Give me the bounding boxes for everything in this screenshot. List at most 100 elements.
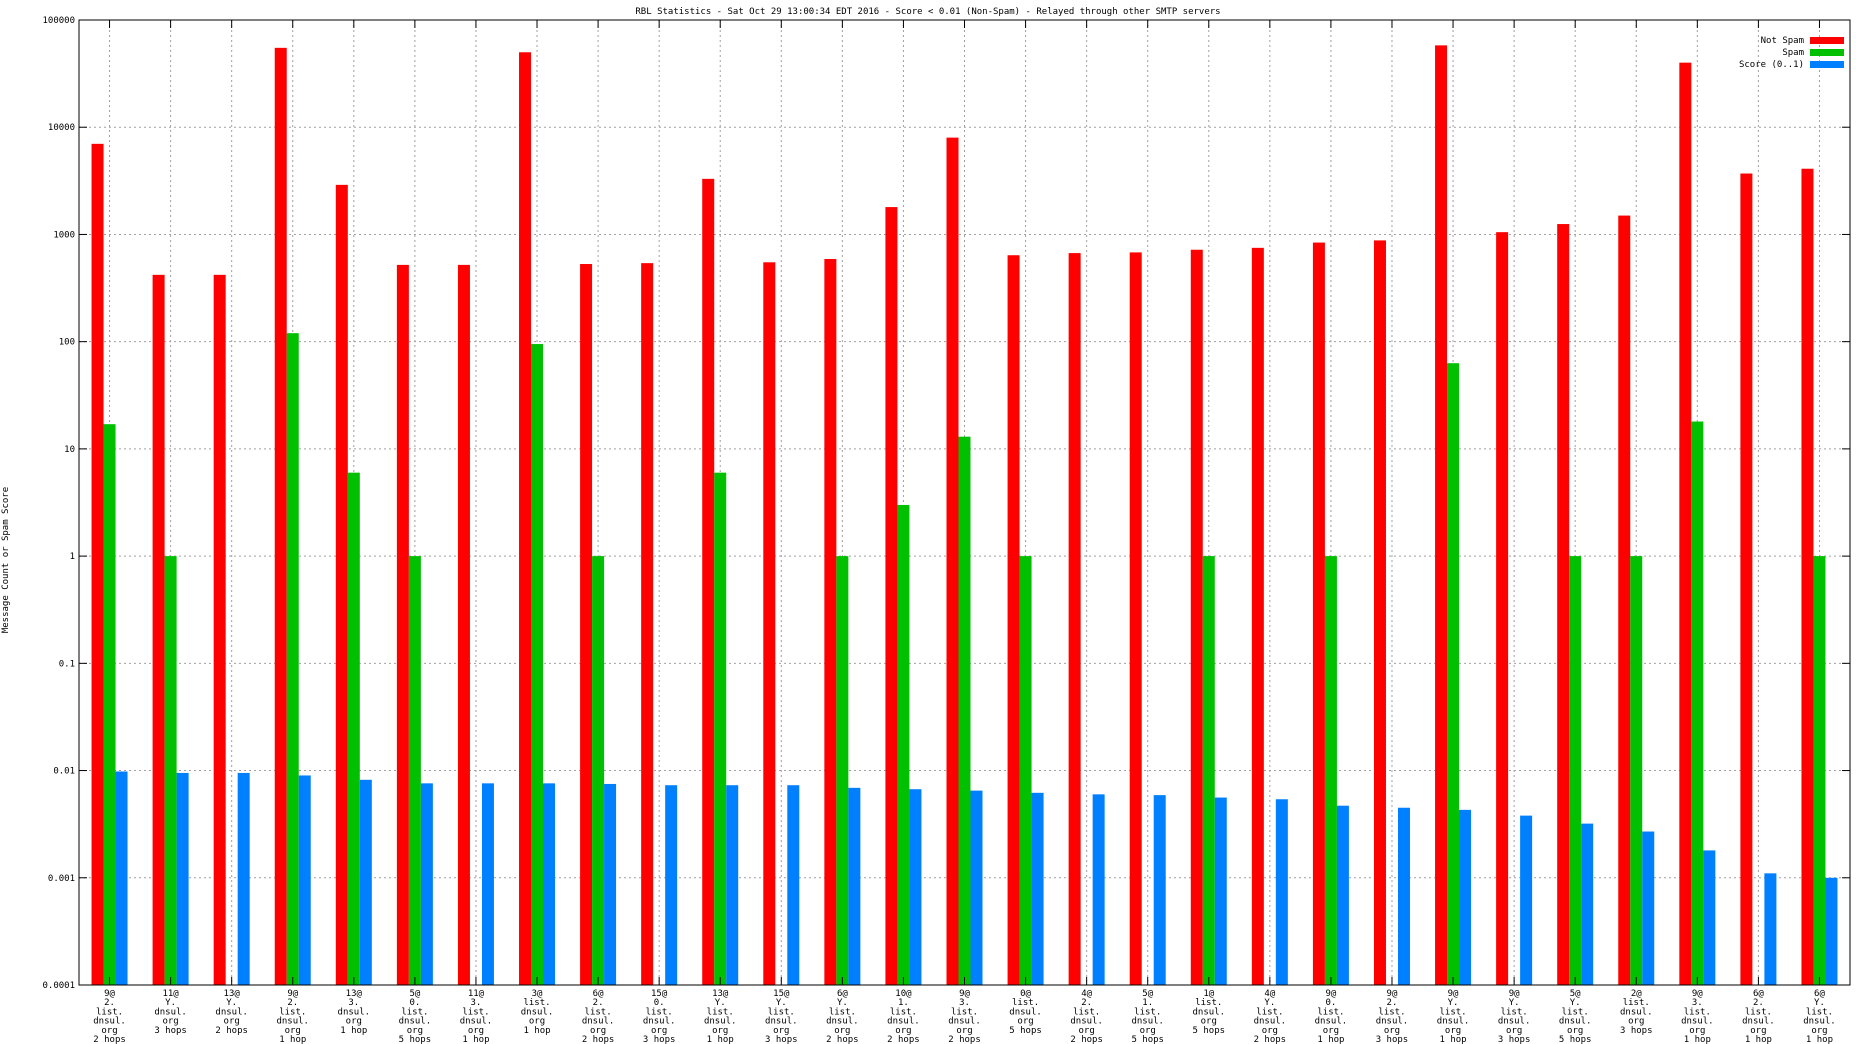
bar-spam [592, 556, 605, 985]
bar-not-spam [1312, 242, 1325, 986]
bar-score-0-1 [237, 772, 250, 985]
bar-score-0-1 [1214, 797, 1227, 985]
bar-spam [286, 333, 299, 986]
bars [91, 45, 1838, 986]
bar-not-spam [152, 274, 165, 986]
bar-score-0-1 [1153, 795, 1166, 985]
x-tick-label: 10@ 1. list. dnsul. org 2 hops [887, 989, 920, 1044]
bar-score-0-1 [665, 785, 678, 985]
y-tick-label: 1 [70, 552, 75, 562]
bar-not-spam [457, 264, 470, 985]
y-tick-label: 10 [64, 445, 75, 455]
bar-not-spam [580, 264, 593, 986]
x-tick-label: 5@ 0. list. dnsul. org 5 hops [399, 989, 432, 1044]
x-tick-label: 6@ 2. list. dnsul. org 2 hops [582, 989, 615, 1044]
x-tick-label: 13@ 3. dnsul. org 1 hop [338, 989, 371, 1036]
y-tick-label: 10000 [48, 123, 75, 133]
bar-score-0-1 [115, 771, 128, 985]
x-tick-label: 11@ Y. dnsul. org 3 hops [154, 989, 187, 1036]
bar-not-spam [1129, 252, 1142, 986]
bar-score-0-1 [1703, 850, 1716, 985]
x-tick-label: 15@ Y. list. dnsul. org 3 hops [765, 989, 798, 1044]
x-tick-label: 6@ Y. list. dnsul. org 1 hop [1803, 989, 1836, 1044]
bar-not-spam [1435, 45, 1448, 985]
bar-spam [1813, 556, 1826, 985]
bar-not-spam [1496, 232, 1509, 985]
bar-spam [1202, 556, 1215, 985]
bar-score-0-1 [604, 783, 617, 985]
bar-score-0-1 [1581, 823, 1594, 985]
bar-score-0-1 [359, 779, 372, 985]
bar-not-spam [1007, 255, 1020, 985]
x-tick-label: 9@ 2. list. dnsul. org 2 hops [93, 989, 126, 1044]
bar-spam [836, 556, 849, 985]
x-tick-label: 9@ 2. list. dnsul. org 3 hops [1376, 989, 1409, 1044]
x-tick-label: 1@ list. dnsul. org 5 hops [1193, 989, 1226, 1036]
y-tick-label: 100 [59, 338, 75, 348]
bar-spam [714, 472, 727, 985]
legend-swatch [1810, 49, 1844, 56]
bar-score-0-1 [1275, 799, 1288, 985]
bar-score-0-1 [1764, 873, 1777, 985]
bar-not-spam [641, 263, 654, 985]
bar-score-0-1 [420, 783, 433, 985]
bar-score-0-1 [1336, 805, 1349, 985]
bar-not-spam [1373, 240, 1386, 985]
bar-score-0-1 [1031, 792, 1044, 985]
x-tick-label: 9@ 3. list. dnsul. org 2 hops [948, 989, 981, 1044]
bar-spam [958, 436, 971, 985]
x-tick-label: 9@ 2. list. dnsul. org 1 hop [276, 989, 309, 1044]
x-tick-label: 4@ Y. list. dnsul. org 2 hops [1254, 989, 1287, 1044]
y-tick-label: 0.001 [48, 874, 75, 884]
bar-not-spam [1557, 224, 1570, 986]
y-tick-label: 0.0001 [42, 981, 75, 991]
x-tick-label: 6@ 2. list. dnsul. org 1 hop [1742, 989, 1775, 1044]
legend-swatch [1810, 61, 1844, 68]
y-tick-label: 0.01 [53, 767, 75, 777]
bar-not-spam [519, 52, 532, 986]
bar-spam [1447, 363, 1460, 985]
bar-not-spam [1251, 247, 1264, 986]
legend-label: Spam [1782, 48, 1804, 58]
bar-score-0-1 [1397, 807, 1410, 985]
bar-not-spam [1618, 215, 1631, 986]
bar-not-spam [213, 274, 226, 986]
bar-not-spam [1190, 249, 1203, 985]
plot-frame [78, 19, 1851, 986]
bar-spam [897, 504, 910, 985]
x-tick-label: 9@ 0. list. dnsul. org 1 hop [1315, 989, 1348, 1044]
legend-swatch [1810, 37, 1844, 44]
bar-spam [1630, 556, 1643, 985]
bar-not-spam [885, 207, 898, 986]
bar-score-0-1 [1825, 877, 1838, 985]
bar-not-spam [335, 184, 348, 985]
bar-not-spam [824, 259, 837, 986]
bar-spam [1691, 421, 1704, 985]
x-tick-label: 9@ Y. list. dnsul. org 1 hop [1437, 989, 1470, 1044]
x-tick-label: 4@ 2. list. dnsul. org 2 hops [1070, 989, 1103, 1044]
bar-score-0-1 [848, 787, 861, 985]
bar-score-0-1 [176, 772, 189, 985]
bar-spam [103, 424, 116, 985]
x-tick-label: 0@ list. dnsul. org 5 hops [1009, 989, 1042, 1036]
bar-not-spam [1801, 168, 1814, 985]
x-tick-labels: 9@ 2. list. dnsul. org 2 hops 11@ Y. dnsul. org 3 … [93, 989, 1835, 1044]
bar-spam [164, 556, 177, 985]
bar-score-0-1 [787, 785, 800, 985]
x-tick-label: 13@ Y. list. dnsul. org 1 hop [704, 989, 737, 1044]
bar-score-0-1 [909, 789, 922, 985]
bar-not-spam [396, 264, 409, 985]
bar-spam [1019, 556, 1032, 985]
bar-not-spam [702, 178, 715, 986]
bar-not-spam [763, 262, 776, 985]
chart-title: RBL Statistics - Sat Oct 29 13:00:34 EDT… [635, 7, 1220, 17]
bar-score-0-1 [481, 783, 494, 985]
bar-not-spam [1068, 253, 1081, 986]
legend-label: Score (0..1) [1739, 60, 1804, 70]
x-tick-label: 9@ 3. list. dnsul. org 1 hop [1681, 989, 1714, 1044]
bar-not-spam [1740, 173, 1753, 985]
bar-score-0-1 [298, 775, 311, 985]
bar-not-spam [274, 47, 287, 986]
y-ticks: 0.0001 0.001 0.01 0.1 1 10 100 1000 10000 100000 [42, 16, 1850, 991]
